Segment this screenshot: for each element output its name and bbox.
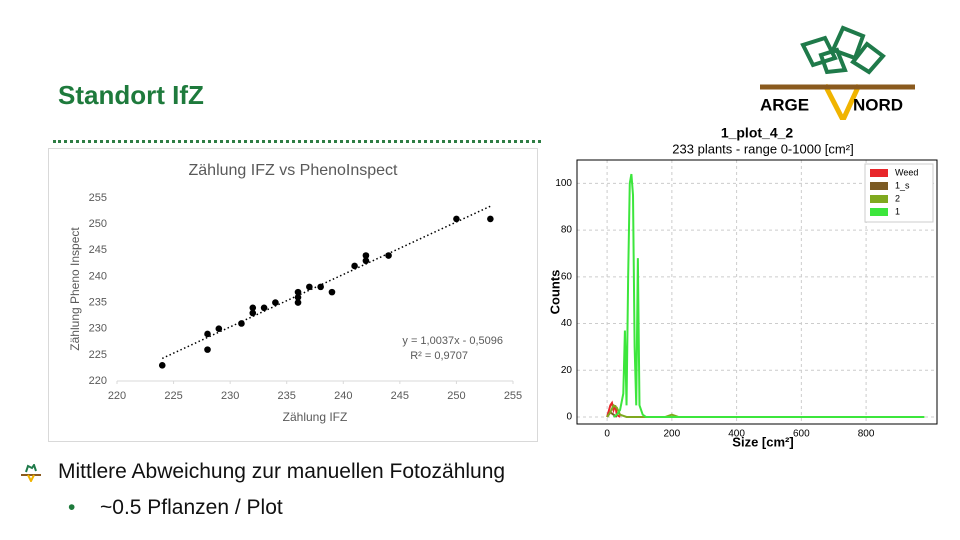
point [272,299,279,306]
point [249,309,257,317]
point [158,362,166,369]
point [317,283,324,291]
slide-title: Standort IfZ [58,80,204,110]
point [453,215,460,223]
sub-bullet-text: ~0.5 Pflanzen / Plot [100,496,283,519]
chart-subtitle: 233 plants - range 0-1000 [cm²] [672,141,853,156]
point [294,294,302,301]
point [249,304,257,312]
y-tick-label: 100 [555,178,572,189]
x-tick-label: 200 [664,429,681,440]
y-tick-label: 60 [561,271,573,282]
point [215,325,223,333]
y-tick-label: 255 [89,192,107,204]
legend-label: 2 [895,193,900,203]
x-tick-label: 250 [447,390,465,402]
x-tick-label: 255 [504,390,522,402]
divider [53,140,541,143]
trendline-r2: R² = 0,9707 [410,350,468,362]
x-tick-label: 800 [858,429,875,440]
x-tick-label: 240 [334,390,352,402]
x-tick-label: 235 [278,390,296,402]
plot-frame [576,159,938,425]
legend-label: Weed [895,167,918,177]
y-tick-label: 80 [561,225,573,236]
y-tick-label: 0 [566,412,572,423]
legend-swatch [870,195,888,203]
logo: ARGE NORD [760,25,915,120]
point [362,257,370,265]
x-tick-label: 400 [728,429,745,440]
point [260,304,268,312]
point [362,252,370,259]
y-tick-label: 245 [89,244,107,256]
x-tick-label: 220 [108,390,126,402]
x-tick-label: 225 [164,390,182,402]
x-axis-label: Size [cm²] [732,434,793,449]
point [487,215,494,223]
y-axis-label: Zählung Pheno Inspect [68,227,82,351]
chart-title: 1_plot_4_2 [721,125,794,141]
legend-swatch [870,208,888,216]
x-axis-label: Zählung IFZ [283,410,348,424]
bullet-text: Mittlere Abweichung zur manuellen Fotozä… [58,460,506,483]
y-tick-label: 235 [89,296,107,308]
y-axis-label: Counts [547,270,562,315]
x-tick-label: 600 [793,429,810,440]
y-tick-label: 40 [561,318,573,329]
point [238,320,245,327]
x-tick-label: 230 [221,390,239,402]
y-tick-label: 240 [89,270,107,282]
point [306,283,313,291]
point [204,330,211,338]
trendline-equation: y = 1,0037x - 0,5096 [402,335,503,347]
x-tick-label: 245 [391,390,409,402]
legend-swatch [870,182,888,190]
legend-swatch [870,169,888,177]
point [328,288,336,296]
series-line [606,403,925,418]
legend-label: 1 [895,206,900,216]
trendline [161,205,491,360]
point [351,262,358,270]
legend-label: 1_s [895,180,910,190]
y-tick-label: 220 [89,375,107,387]
point [294,299,302,306]
point [385,252,392,259]
y-tick-label: 230 [89,323,107,335]
x-tick-label: 0 [604,429,610,440]
y-tick-label: 20 [561,365,573,376]
bullet-dot: • [68,496,76,519]
bullet-icon [21,464,41,482]
chart-title: Zählung IFZ vs PhenoInspect [189,162,399,179]
y-tick-label: 250 [89,218,107,230]
point [204,346,211,353]
logo-right: NORD [853,95,903,114]
series-line [612,173,925,418]
y-tick-label: 225 [89,349,107,361]
scatter-chart: Zählung IFZ vs PhenoInspect 220 225 230 235 2… [48,148,538,442]
point [294,288,302,296]
logo-left: ARGE [760,95,809,114]
chart-frame [48,148,538,442]
